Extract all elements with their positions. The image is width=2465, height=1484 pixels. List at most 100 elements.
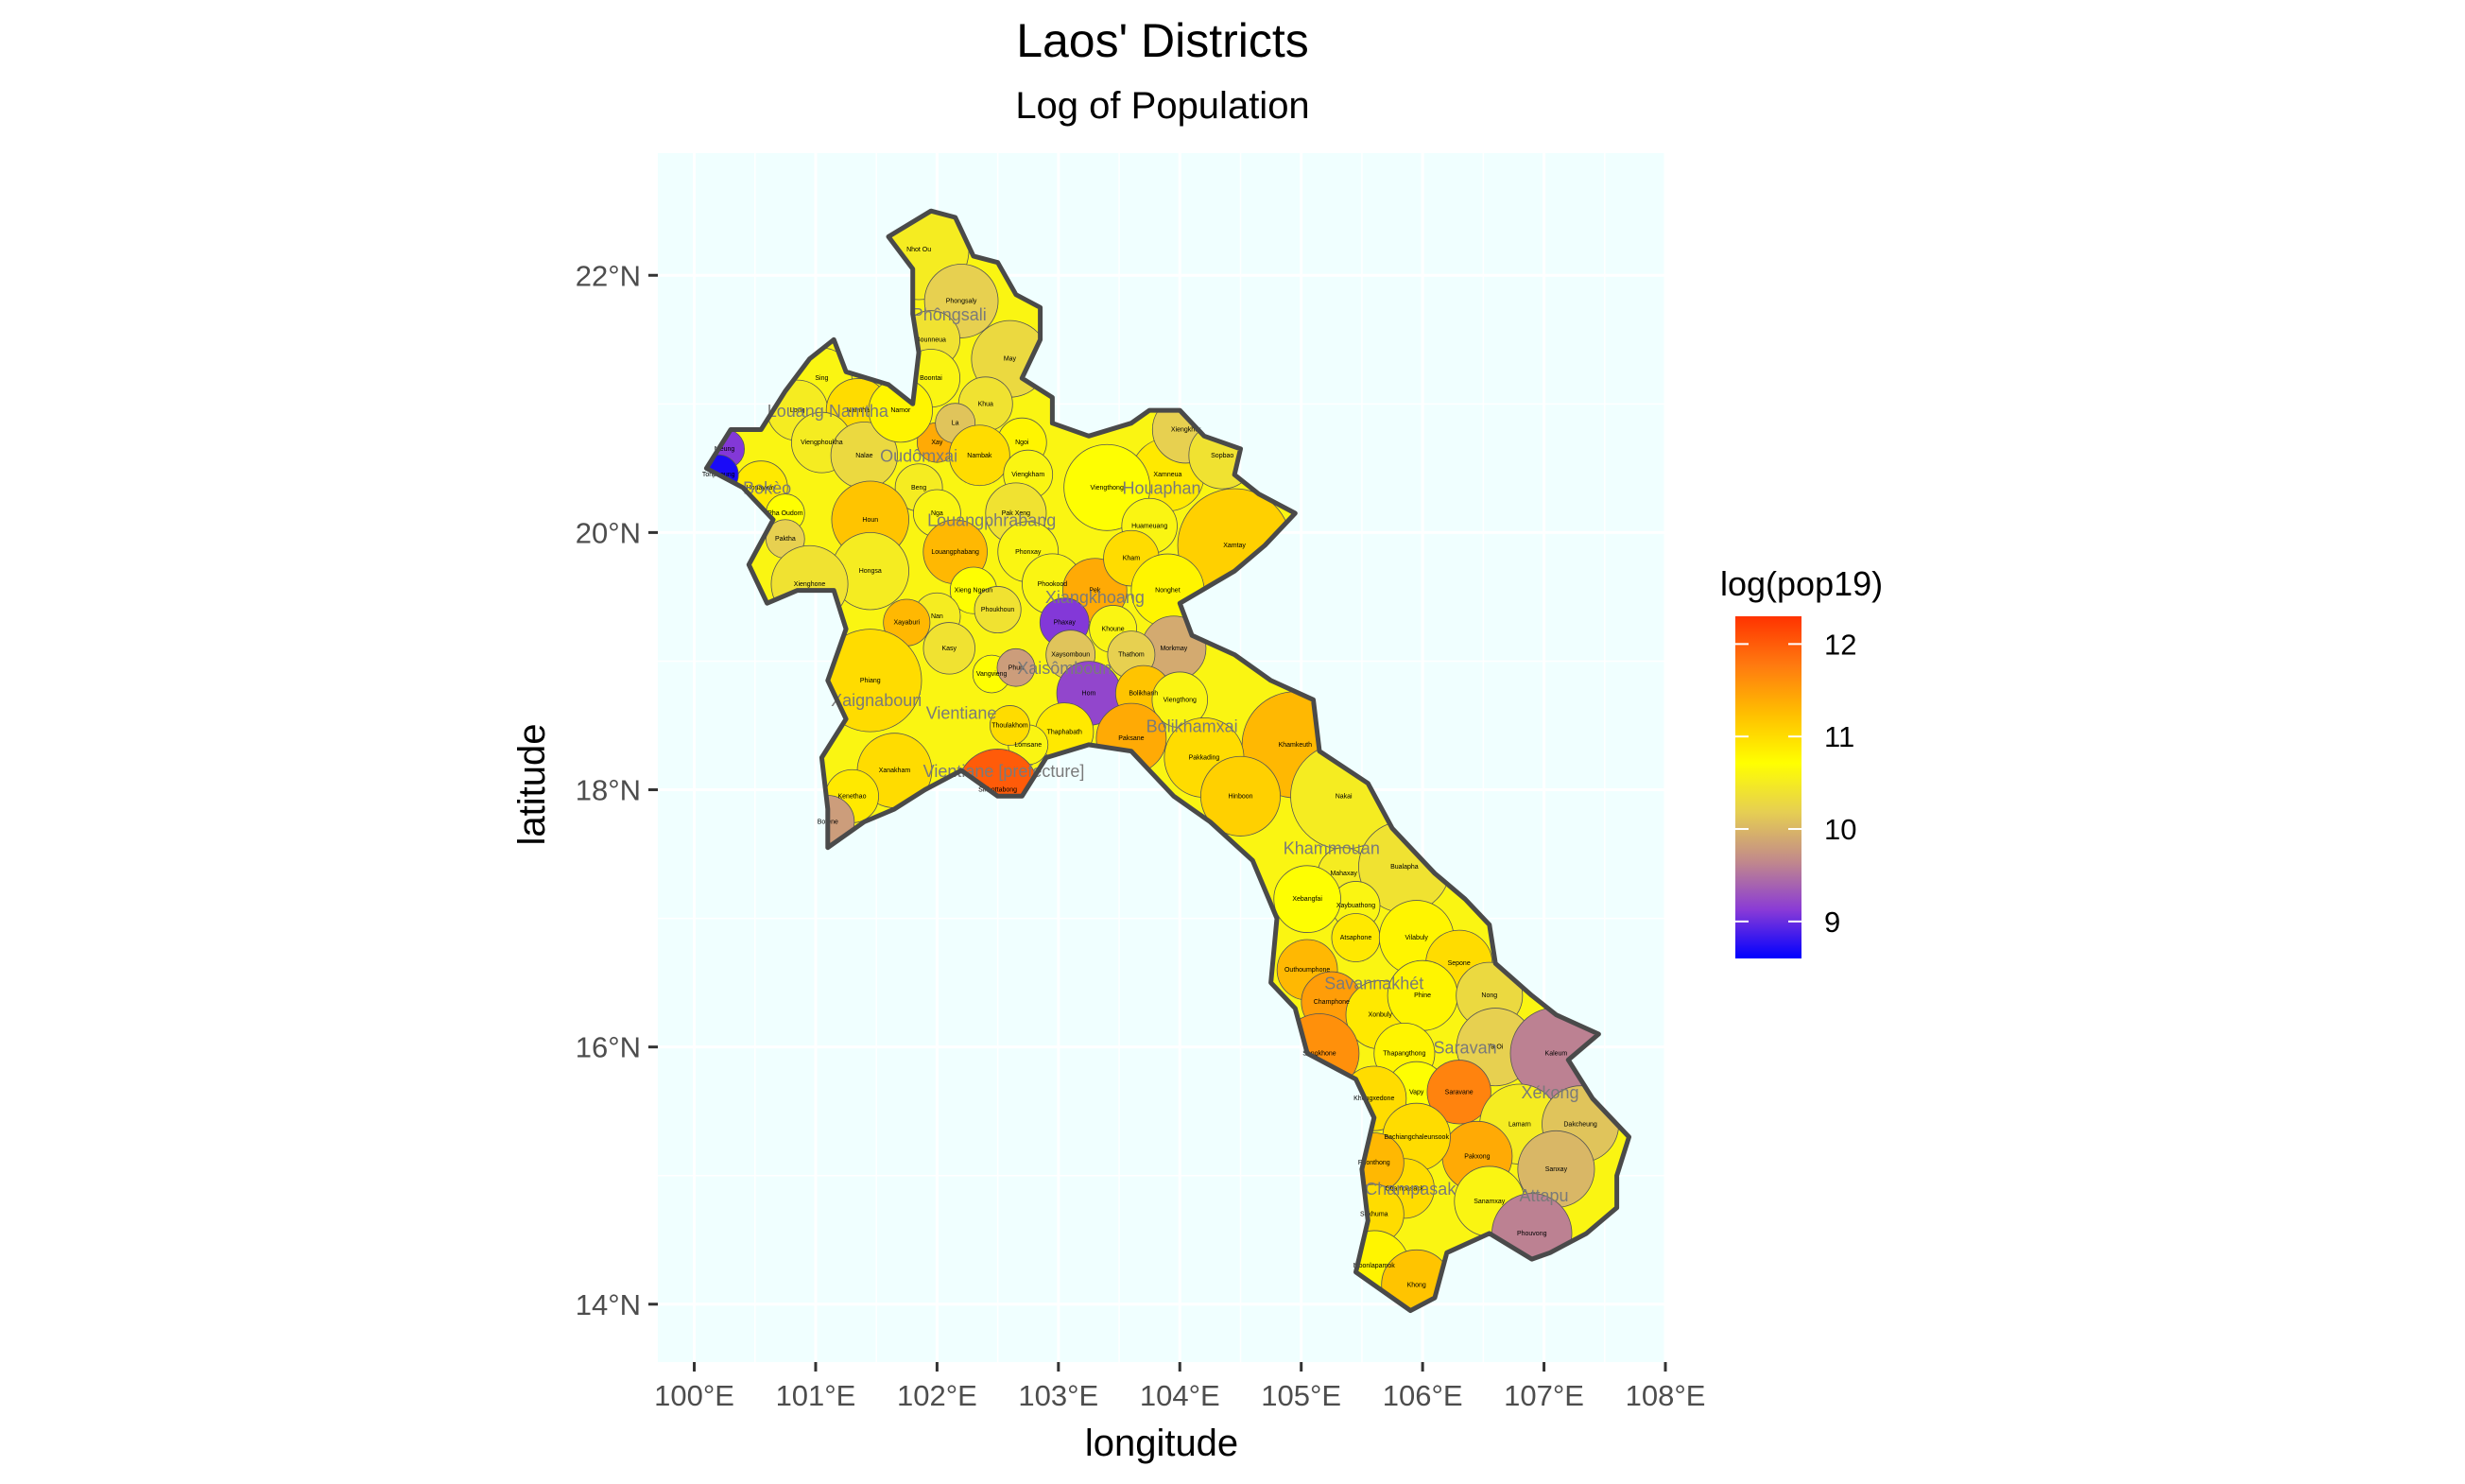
- district-label: Phookood: [1038, 581, 1068, 588]
- district-label: Morkmay: [1160, 646, 1187, 652]
- district-label: Xamtay: [1223, 543, 1246, 549]
- province-label: Bokèo: [743, 479, 791, 498]
- district-label: Hinboon: [1228, 793, 1252, 800]
- district-label: Viengthong: [1164, 697, 1197, 703]
- district-label: Xiengkhor: [1171, 427, 1201, 434]
- district-shape: [1273, 865, 1341, 933]
- district-label: Sikhottabong: [978, 787, 1017, 794]
- district-label: Sukhuma: [1360, 1212, 1388, 1218]
- x-tick-label: 107°E: [1504, 1379, 1584, 1412]
- province-label: Louang Namtha: [767, 402, 889, 421]
- x-tick-label: 106°E: [1383, 1379, 1463, 1412]
- district-shape: [1426, 1060, 1491, 1125]
- district-label: Bolikhanh: [1129, 690, 1158, 697]
- district-label: Xamneua: [1153, 472, 1181, 478]
- district-label: Saravane: [1445, 1089, 1474, 1096]
- district-label: Moonlapamok: [1353, 1263, 1395, 1269]
- district-label: Boontai: [920, 375, 942, 382]
- province-label: Vientiane [prefecture]: [923, 762, 1085, 781]
- district-label: Hongsa: [859, 568, 882, 575]
- province-label: Xaignabouri: [831, 691, 922, 710]
- district-label: Xienghone: [794, 581, 826, 588]
- district-label: Pha Oudom: [767, 510, 803, 517]
- province-label: Houaphan: [1122, 479, 1200, 498]
- district-label: Kham: [1123, 556, 1140, 562]
- province-label: Champasak: [1365, 1180, 1457, 1199]
- district-label: Ta Oi: [1488, 1044, 1504, 1051]
- district-label: Khong: [1407, 1282, 1426, 1288]
- district-label: Viengkham: [1011, 472, 1044, 478]
- district-label: Sanamxay: [1474, 1199, 1506, 1205]
- district-label: Namtha: [847, 407, 871, 414]
- y-tick-label: 16°N: [576, 1031, 641, 1064]
- district-label: Nakai: [1336, 793, 1353, 800]
- district-label: Paksane: [1118, 735, 1144, 742]
- district-label: Viengthong: [1091, 485, 1124, 492]
- district-label: Sing: [815, 375, 828, 382]
- district-label: Lomsane: [1014, 742, 1042, 749]
- chart-title: Laos' Districts: [1016, 14, 1309, 67]
- district-label: Phiang: [860, 678, 881, 684]
- district-label: Nambak: [967, 453, 992, 459]
- district-label: Mahaxay: [1330, 871, 1357, 877]
- district-label: Phouvong: [1517, 1231, 1547, 1237]
- district-label: La: [952, 421, 959, 427]
- province-label: Louangphrabang: [927, 511, 1056, 530]
- legend-tick-label: 10: [1824, 813, 1856, 846]
- district-label: Phonxay: [1015, 549, 1042, 556]
- legend-colorbar: [1735, 616, 1801, 958]
- district-label: Lamarn: [1508, 1121, 1531, 1128]
- y-tick-label: 18°N: [576, 774, 641, 807]
- district-label: Paktha: [775, 536, 796, 543]
- district-label: May: [1004, 356, 1017, 363]
- district-label: Houn: [862, 517, 878, 524]
- district-label: Thapangthong: [1383, 1050, 1425, 1057]
- y-tick-label: 20°N: [576, 516, 641, 549]
- district-label: Nhot Ou: [906, 247, 931, 253]
- district-label: Songkhone: [1302, 1050, 1336, 1057]
- district-label: Xanakham: [879, 768, 911, 774]
- district-label: Khamkeuth: [1279, 742, 1313, 749]
- district-label: Nga: [931, 510, 943, 517]
- province-label: Xiangkhoang: [1045, 588, 1145, 607]
- district-label: Bualapha: [1390, 864, 1419, 871]
- district-label: Nan: [931, 613, 943, 620]
- legend-tick-label: 11: [1824, 720, 1854, 753]
- district-label: Sepone: [1448, 960, 1471, 967]
- district-label: Xieng Ngeun: [955, 588, 993, 595]
- legend-tick-label: 9: [1824, 906, 1840, 939]
- district-label: Vilabuly: [1405, 935, 1429, 941]
- x-tick-label: 102°E: [897, 1379, 977, 1412]
- district-label: Namor: [890, 407, 911, 414]
- district-label: Bounneua: [916, 336, 946, 343]
- province-label: Phôngsali: [912, 305, 987, 324]
- district-label: Viengphoukha: [801, 440, 843, 446]
- district-label: Thaphabath: [1047, 729, 1082, 735]
- district-label: Outhoumphone: [1284, 967, 1330, 974]
- province-label: Khammouan: [1284, 839, 1380, 858]
- district-label: Xaybuathong: [1336, 903, 1375, 909]
- x-tick-label: 108°E: [1626, 1379, 1706, 1412]
- district-shape: [948, 424, 1010, 487]
- legend-ticks: 9 10 11 12: [1735, 628, 1856, 939]
- district-label: Champasack: [1385, 1185, 1423, 1192]
- color-legend: log(pop19) 9 10 11 12: [1720, 564, 1883, 958]
- province-labels: Phôngsali Louang Namtha Oudômxai Bokèo Louan…: [743, 305, 1578, 1205]
- district-label: Phonthong: [1358, 1160, 1390, 1166]
- x-axis: 100°E 101°E 102°E 103°E 104°E 105°E 106°E 107°E…: [654, 1362, 1705, 1412]
- district-label: Phaxay: [1054, 620, 1077, 627]
- district-label: Xayaburi: [893, 620, 920, 627]
- district-label: Khoune: [1102, 626, 1125, 632]
- district-label: Kaleum: [1545, 1050, 1568, 1057]
- district-label: Xay: [931, 440, 943, 446]
- district-shape: [922, 622, 975, 675]
- district-label: Hom: [1082, 690, 1096, 697]
- district-label: Huameuang: [1131, 524, 1167, 530]
- district-label: Phongsaly: [946, 298, 977, 304]
- district-label: Nong: [1481, 992, 1497, 999]
- province-label: Vientiane: [926, 704, 997, 723]
- district-label: Ngoi: [1015, 440, 1029, 446]
- province-label: Xékong: [1521, 1083, 1578, 1102]
- x-tick-label: 103°E: [1018, 1379, 1098, 1412]
